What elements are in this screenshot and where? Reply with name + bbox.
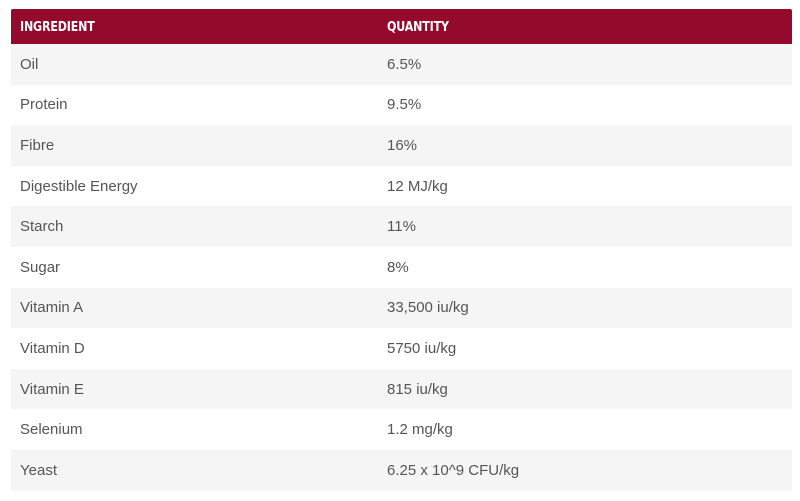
quantity-cell: 9.5% <box>387 96 422 114</box>
table-row: Fibre 16% <box>11 125 792 166</box>
table-row: Vitamin A 33,500 iu/kg <box>11 287 792 329</box>
quantity-cell: 6.5% <box>387 55 422 73</box>
header-ingredient: INGREDIENT <box>20 18 95 35</box>
table-row: Digestible Energy 12 MJ/kg <box>11 165 792 207</box>
ingredient-cell: Oil <box>20 55 39 73</box>
quantity-cell: 16% <box>387 136 418 154</box>
ingredient-cell: Selenium <box>20 421 83 439</box>
table-body: Oil 6.5% Protein 9.5% Fibre 16% Digestible Ene… <box>11 44 792 491</box>
table-row: Vitamin D 5750 iu/kg <box>11 328 792 369</box>
table-row: Vitamin E 815 iu/kg <box>11 368 792 410</box>
ingredient-cell: Vitamin D <box>20 339 85 357</box>
quantity-cell: 12 MJ/kg <box>387 177 448 195</box>
table-header: INGREDIENT QUANTITY <box>11 9 792 44</box>
quantity-cell: 6.25 x 10^9 CFU/kg <box>387 461 520 479</box>
table-row: Yeast 6.25 x 10^9 CFU/kg <box>11 449 792 491</box>
header-quantity: QUANTITY <box>387 18 449 35</box>
quantity-cell: 11% <box>387 218 416 236</box>
table-row: Starch 11% <box>11 206 792 247</box>
quantity-cell: 8% <box>387 258 409 276</box>
ingredient-cell: Yeast <box>20 461 57 479</box>
table-row: Oil 6.5% <box>11 44 792 85</box>
ingredient-cell: Fibre <box>20 136 55 154</box>
table-row: Selenium 1.2 mg/kg <box>11 409 792 450</box>
table-row: Protein 9.5% <box>11 84 792 126</box>
ingredient-cell: Sugar <box>20 258 61 276</box>
ingredient-cell: Starch <box>20 218 64 236</box>
ingredient-cell: Digestible Energy <box>20 177 138 195</box>
ingredient-cell: Vitamin A <box>20 299 84 317</box>
ingredient-cell: Protein <box>20 96 68 114</box>
ingredients-table: INGREDIENT QUANTITY Oil 6.5% Protein 9.5% Fi… <box>11 9 792 491</box>
quantity-cell: 5750 iu/kg <box>387 339 457 357</box>
table-row: Sugar 8% <box>11 246 792 288</box>
quantity-cell: 33,500 iu/kg <box>387 299 469 317</box>
quantity-cell: 1.2 mg/kg <box>387 421 453 439</box>
ingredient-cell: Vitamin E <box>20 380 84 398</box>
quantity-cell: 815 iu/kg <box>387 380 448 398</box>
